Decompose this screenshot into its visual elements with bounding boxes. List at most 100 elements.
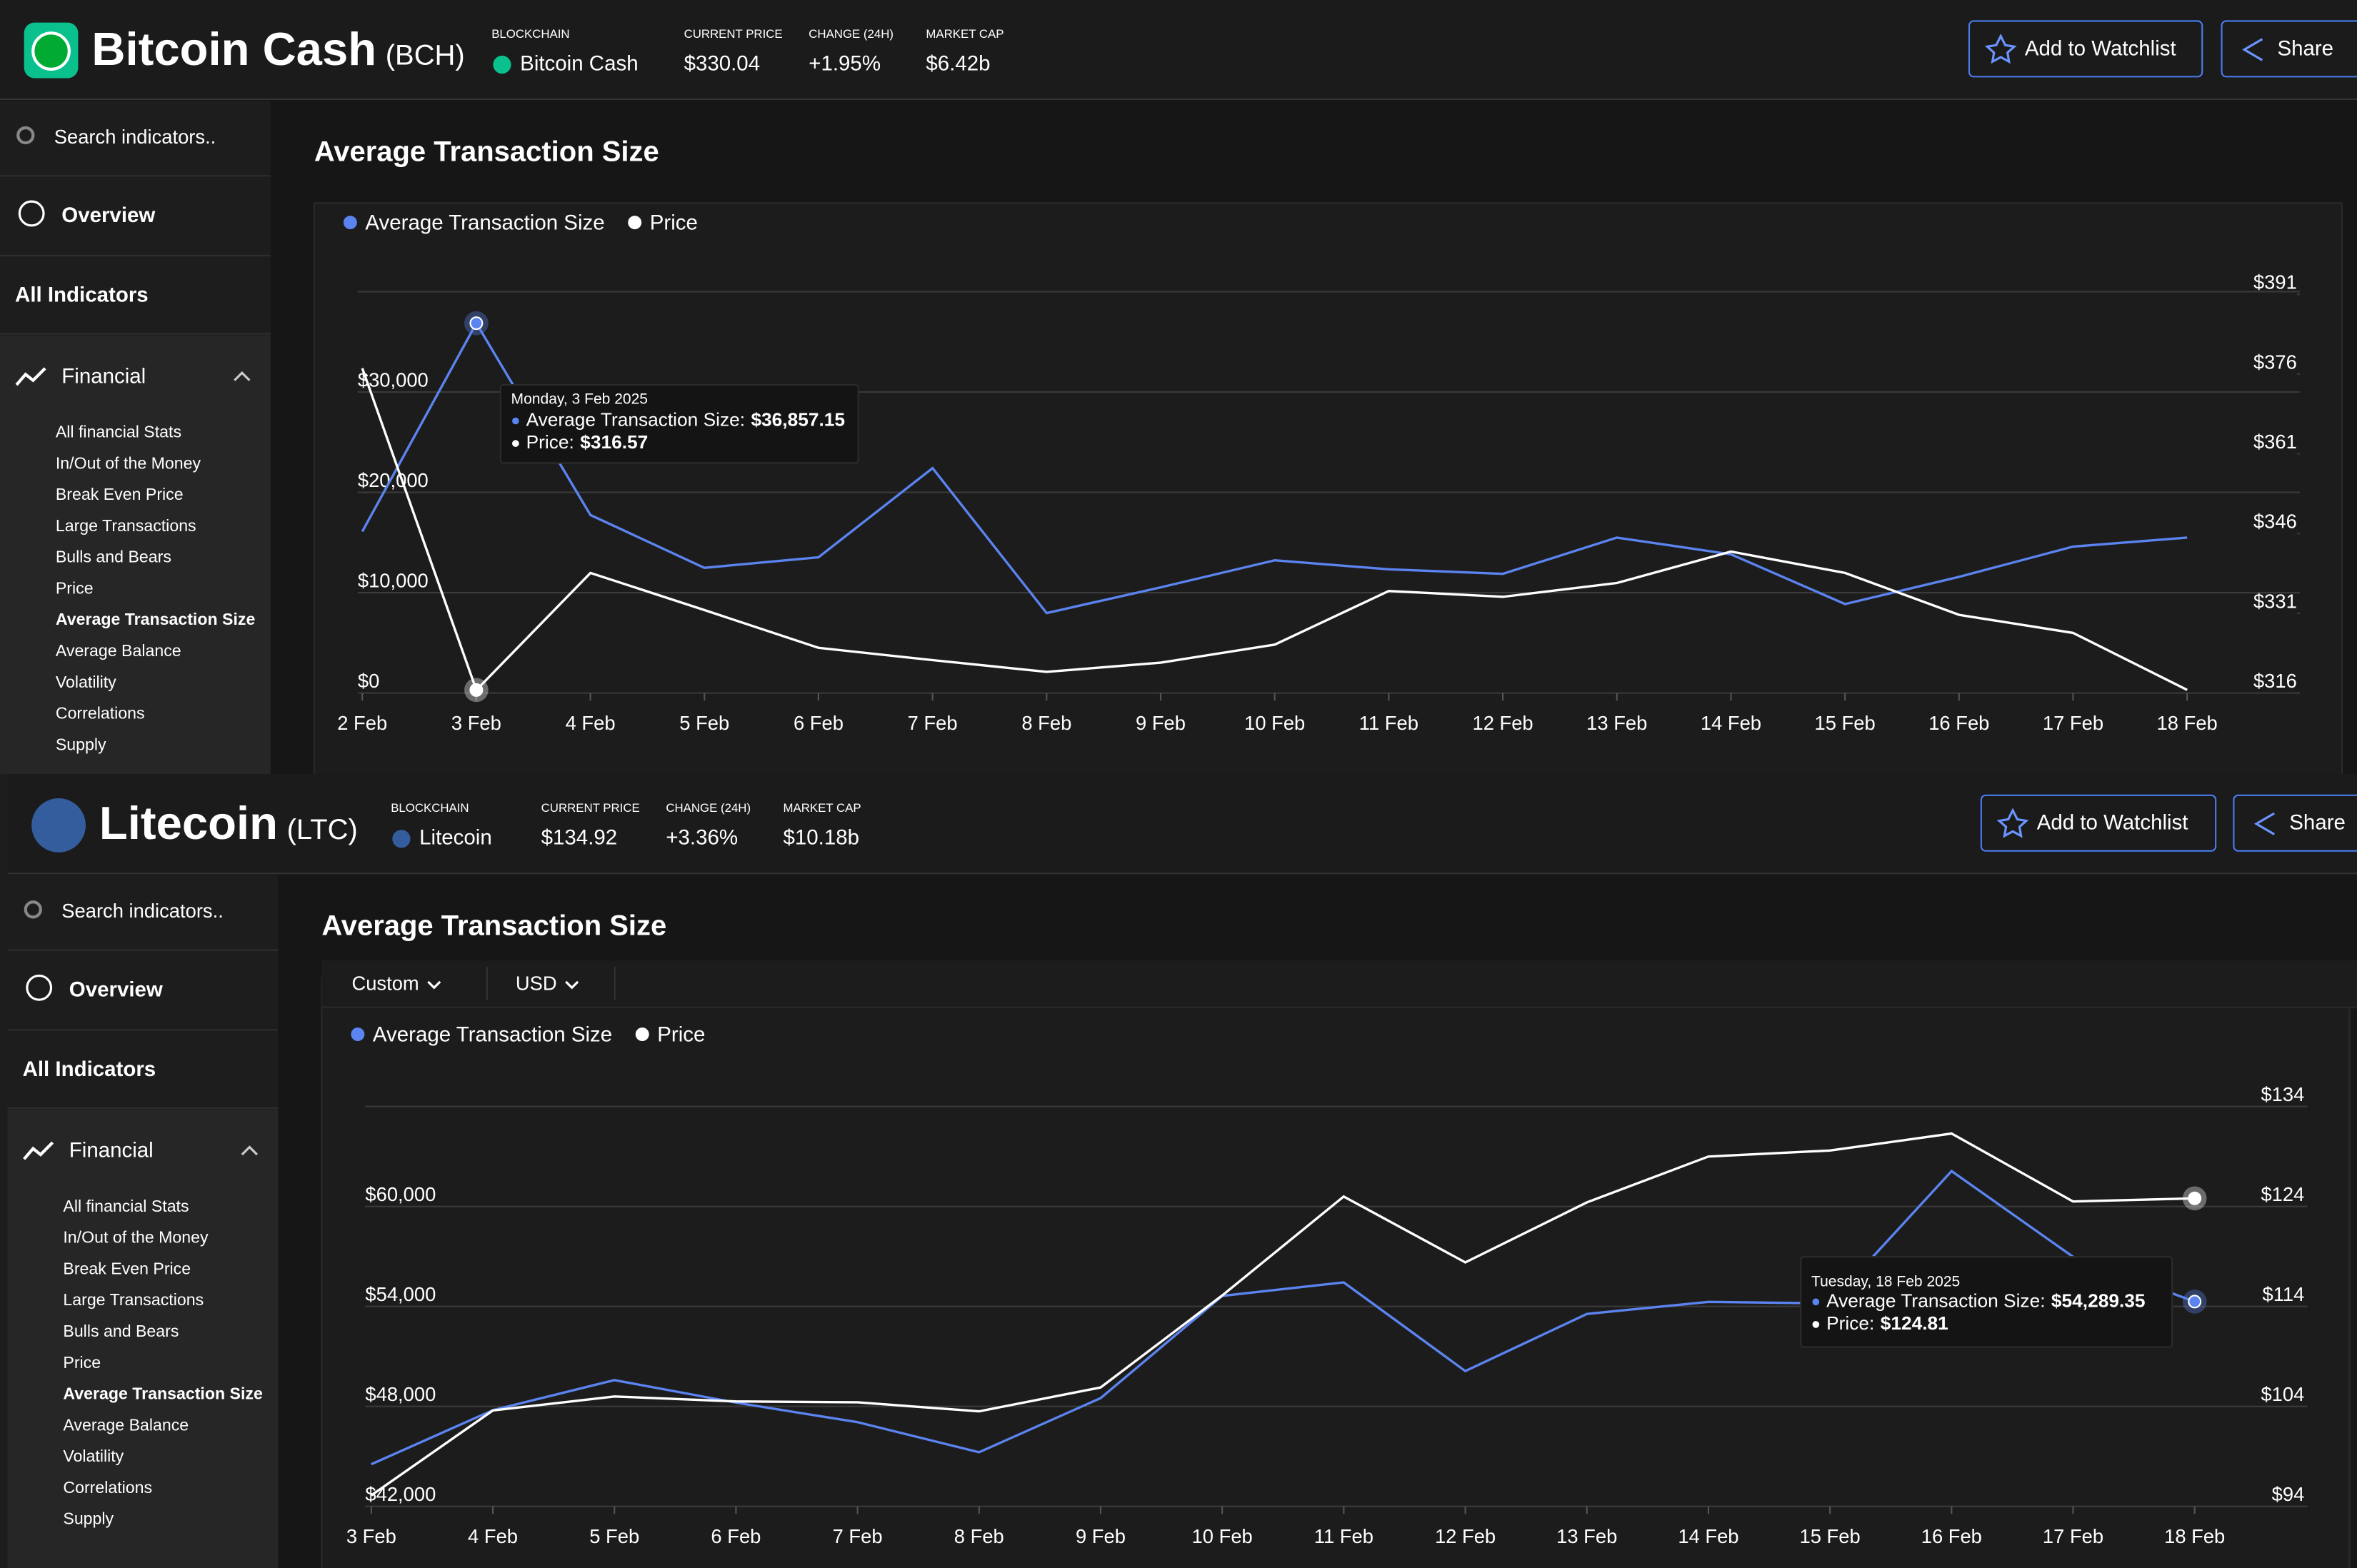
y2-tick-label: $316 [2253,670,2297,692]
legend-label[interactable]: Average Transaction Size [373,1022,612,1046]
sidebar-item[interactable]: Average Balance [63,1415,189,1434]
coin-name: Litecoin [99,797,278,849]
sidebar-item[interactable]: Average Balance [56,641,181,660]
nav-item[interactable]: All Indicators [23,1057,156,1081]
sidebar-item[interactable]: Average Transaction Size [63,1384,263,1403]
button-label[interactable]: Share [2277,36,2333,60]
x-tick-label: 8 Feb [1021,712,1071,734]
sidebar-item[interactable]: All financial Stats [63,1197,189,1215]
x-tick-label: 9 Feb [1136,712,1186,734]
x-tick-label: 17 Feb [2043,712,2103,734]
stat-label: MARKET CAP [926,27,1004,41]
y-tick-label: $54,000 [365,1283,436,1305]
section-bg [7,1109,279,1568]
button[interactable] [1968,20,2203,78]
y-tick-label: $48,000 [365,1383,436,1405]
sidebar-item[interactable]: Large Transactions [63,1290,204,1309]
sidebar-item[interactable]: Supply [56,735,106,753]
overview-icon [26,974,53,1001]
sidebar-item[interactable]: Bulls and Bears [63,1322,179,1340]
sidebar-item[interactable]: Price [56,578,94,597]
hover-point [469,316,484,331]
legend-label[interactable]: Price [657,1022,705,1046]
chart-card [313,202,2343,778]
dropdown[interactable]: Custom [351,972,419,994]
series-line [361,368,2188,693]
x-tick-label: 8 Feb [954,1525,1004,1547]
x-tick-label: 12 Feb [1435,1525,1496,1547]
sidebar-item[interactable]: Supply [63,1509,114,1528]
x-tick-label: 7 Feb [908,712,958,734]
stat-value: $6.42b [926,51,990,75]
tooltip-label: Average Transaction Size: [1826,1290,2045,1311]
search-input[interactable]: Search indicators.. [61,900,224,922]
y2-tick-label: $376 [2253,351,2297,373]
legend-dot [628,216,642,230]
y-tick-label: $20,000 [358,469,429,491]
section-icon [23,1141,54,1160]
sidebar-item[interactable]: Price [63,1353,101,1372]
legend-dot [351,1027,365,1042]
chain-icon [493,55,511,74]
stat-value: +1.95% [809,51,881,75]
sidebar-item[interactable]: Correlations [63,1478,152,1497]
x-tick-label: 9 Feb [1076,1525,1126,1547]
stat-value: $134.92 [541,826,618,850]
tooltip-dot [1812,1298,1820,1306]
stat-value: $330.04 [684,51,761,75]
coin-name: Bitcoin Cash [91,23,376,75]
stat-label: CURRENT PRICE [541,801,640,815]
section-title[interactable]: Financial [69,1139,154,1162]
logo-inner [31,31,71,71]
nav-item[interactable]: Overview [69,978,163,1001]
series-line [371,1169,2196,1466]
x-tick-label: 13 Feb [1586,712,1647,734]
x-tick-label: 4 Feb [566,712,616,734]
sidebar-item[interactable]: In/Out of the Money [63,1228,209,1247]
stat-label: BLOCKCHAIN [491,27,569,41]
sidebar-item[interactable]: Correlations [56,704,145,723]
y2-tick-label: $361 [2253,431,2297,453]
tooltip-date: Tuesday, 18 Feb 2025 [1811,1274,1960,1290]
series-line [370,1132,2195,1497]
legend-label[interactable]: Price [650,211,698,234]
button[interactable] [1980,794,2217,852]
button-label[interactable]: Add to Watchlist [2037,811,2188,835]
tooltip-value: $124.81 [1881,1312,1948,1334]
x-tick-label: 12 Feb [1472,712,1533,734]
section-title[interactable]: Financial [61,364,146,388]
button-label[interactable]: Share [2289,811,2346,835]
share-icon [2253,812,2276,835]
page-title: Average Transaction Size [314,136,659,167]
stat-value: Bitcoin Cash [520,51,638,75]
search-input[interactable]: Search indicators.. [54,126,216,148]
controls-bg [321,960,2357,1009]
nav-item[interactable]: Overview [61,203,155,227]
stat-label: CHANGE (24H) [809,27,894,41]
x-tick-label: 6 Feb [794,712,844,734]
button-label[interactable]: Add to Watchlist [2025,36,2176,60]
tooltip-label: Average Transaction Size: [526,408,745,430]
x-tick-label: 7 Feb [833,1525,883,1547]
sidebar-item[interactable]: Bulls and Bears [56,548,171,566]
sidebar-item[interactable]: In/Out of the Money [56,453,201,472]
x-tick-label: 17 Feb [2043,1525,2103,1547]
legend-label[interactable]: Average Transaction Size [365,211,604,234]
y-tick-label: $10,000 [358,570,429,592]
dropdown[interactable]: USD [516,972,557,994]
x-tick-label: 5 Feb [589,1525,639,1547]
nav-item[interactable]: All Indicators [15,283,149,307]
star-icon [1984,34,2017,64]
tooltip-dot [1812,1321,1820,1328]
button[interactable] [2221,20,2357,78]
stat-label: MARKET CAP [783,801,861,815]
sidebar-item[interactable]: Break Even Price [63,1259,191,1277]
button[interactable] [2233,794,2357,852]
sidebar-item[interactable]: Volatility [63,1447,124,1465]
sidebar-item[interactable]: Large Transactions [56,516,196,535]
sidebar-item[interactable]: All financial Stats [56,422,181,441]
sidebar-item[interactable]: Break Even Price [56,485,184,503]
sidebar-item[interactable]: Average Transaction Size [56,610,256,628]
x-tick-label: 10 Feb [1244,712,1305,734]
sidebar-item[interactable]: Volatility [56,673,116,691]
